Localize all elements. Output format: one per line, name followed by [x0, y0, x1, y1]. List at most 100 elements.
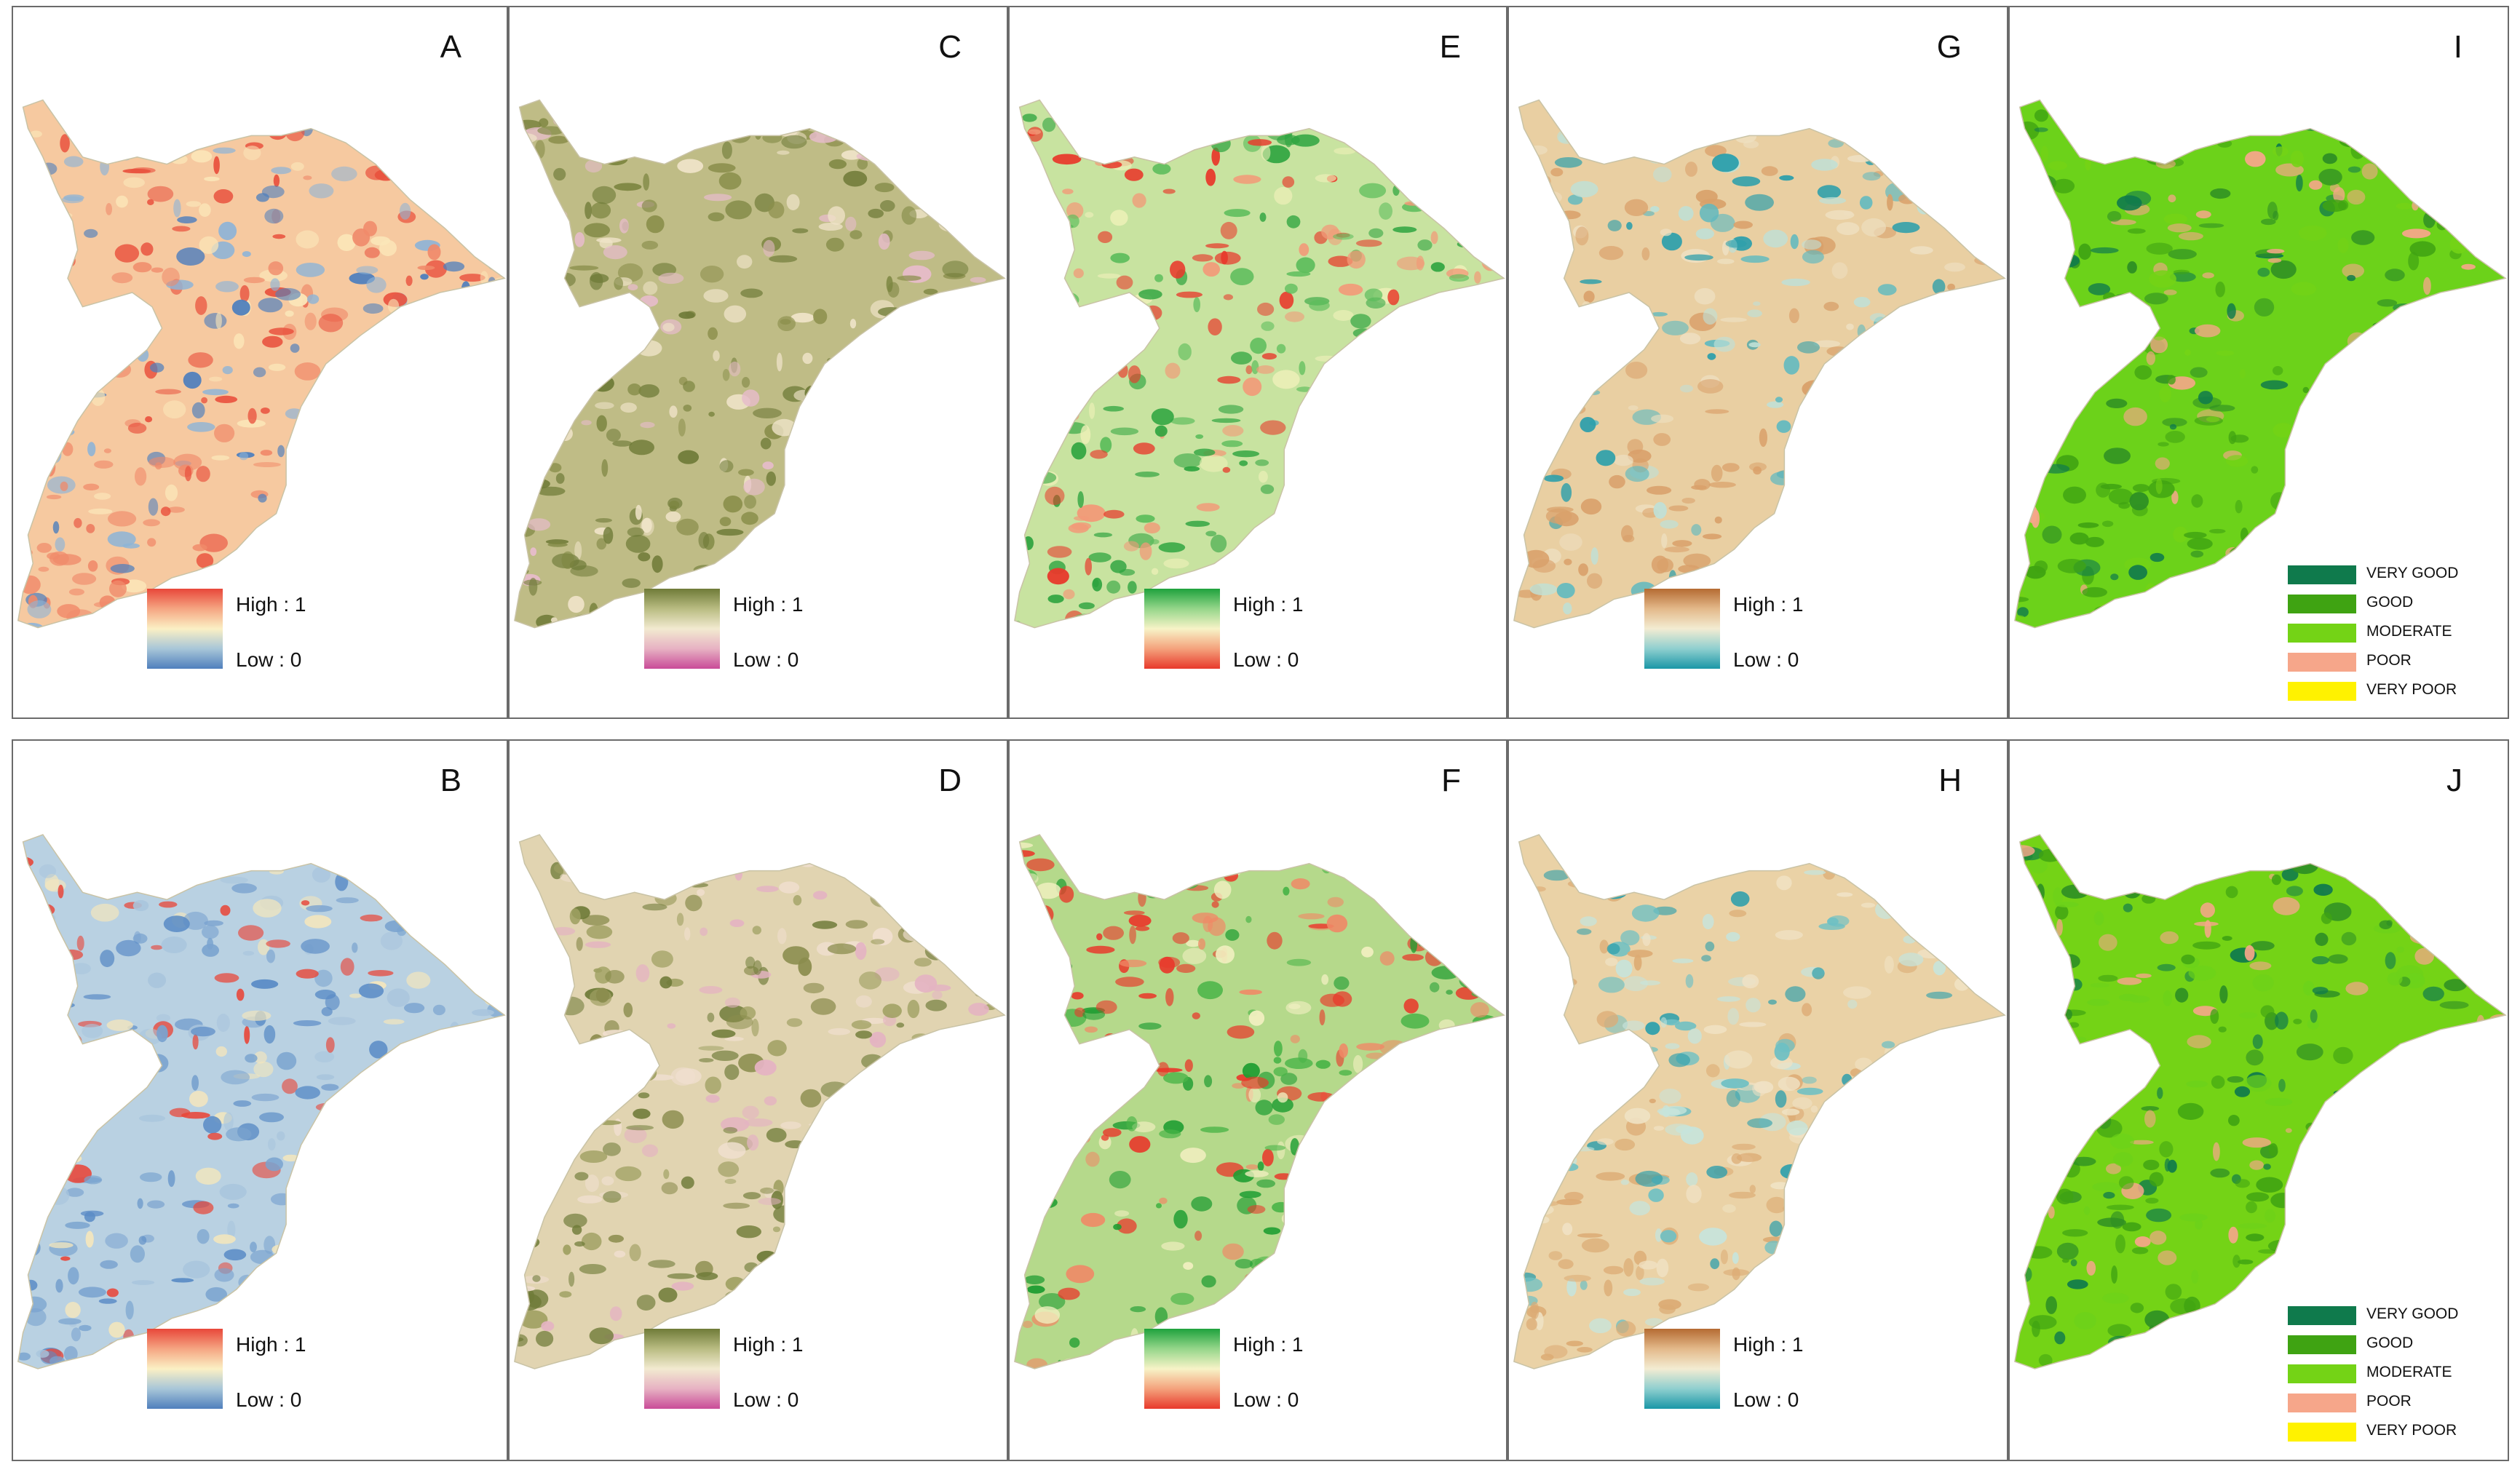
legend-low-label: Low : 0	[1733, 648, 1799, 671]
legend-high-label: High : 1	[1733, 1333, 1804, 1356]
map-e	[1014, 99, 1505, 629]
map-panel-b: B High : 1 Low : 0	[12, 739, 508, 1461]
gradient-legend: High : 1 Low : 0	[1644, 589, 1834, 676]
map-outline	[17, 99, 506, 629]
legend-item: VERY GOOD	[2288, 1304, 2492, 1327]
map-outline	[1014, 834, 1505, 1369]
legend-high-label: High : 1	[1233, 593, 1304, 616]
legend-low-label: Low : 0	[1233, 648, 1299, 671]
panel-label: J	[2446, 763, 2462, 798]
panel-label: H	[1938, 763, 1962, 798]
map-panel-c: C High : 1 Low : 0	[508, 6, 1008, 719]
gradient-swatch	[1144, 1329, 1220, 1409]
panel-label: B	[440, 763, 461, 798]
legend-class-label: VERY POOR	[2366, 1422, 2457, 1439]
map-outline	[2014, 99, 2507, 629]
legend-item: VERY POOR	[2288, 1420, 2492, 1444]
gradient-swatch	[644, 589, 720, 669]
legend-item: POOR	[2288, 1391, 2492, 1415]
map-g	[1513, 99, 2006, 629]
map-panel-f: F High : 1 Low : 0	[1008, 739, 1507, 1461]
legend-low-label: Low : 0	[1233, 1388, 1299, 1411]
panel-label: D	[938, 763, 962, 798]
legend-swatch	[2288, 1423, 2356, 1442]
legend-high-label: High : 1	[733, 1333, 804, 1356]
legend-swatch	[2288, 595, 2356, 613]
map-b	[17, 834, 506, 1369]
panel-label: I	[2453, 29, 2462, 65]
map-f	[1014, 834, 1505, 1369]
map-outline	[1513, 99, 2006, 629]
legend-item: GOOD	[2288, 592, 2492, 616]
legend-low-label: Low : 0	[733, 648, 799, 671]
map-outline	[1513, 834, 2006, 1369]
gradient-swatch	[147, 589, 223, 669]
map-panel-i: I VERY GOOD GOOD MODERATE POOR VERY POOR	[2008, 6, 2509, 719]
map-panel-h: H High : 1 Low : 0	[1507, 739, 2008, 1461]
legend-low-label: Low : 0	[733, 1388, 799, 1411]
gradient-legend: High : 1 Low : 0	[644, 1329, 833, 1416]
gradient-swatch	[147, 1329, 223, 1409]
panel-label: F	[1441, 763, 1461, 798]
class-legend: VERY GOOD GOOD MODERATE POOR VERY POOR	[2288, 1304, 2492, 1450]
map-panel-d: D High : 1 Low : 0	[508, 739, 1008, 1461]
legend-class-label: POOR	[2366, 1393, 2412, 1410]
gradient-legend: High : 1 Low : 0	[1144, 1329, 1334, 1416]
legend-swatch	[2288, 653, 2356, 672]
legend-low-label: Low : 0	[236, 648, 302, 671]
legend-class-label: VERY GOOD	[2366, 565, 2459, 581]
map-outline	[2014, 834, 2507, 1369]
map-a	[17, 99, 506, 629]
gradient-legend: High : 1 Low : 0	[644, 589, 833, 676]
map-panel-j: J VERY GOOD GOOD MODERATE POOR VERY POOR	[2008, 739, 2509, 1461]
panel-label: A	[440, 29, 461, 65]
map-outline	[514, 834, 1006, 1369]
legend-swatch	[2288, 1335, 2356, 1354]
map-outline	[514, 99, 1006, 629]
legend-class-label: MODERATE	[2366, 1364, 2452, 1380]
map-panel-g: G High : 1 Low : 0	[1507, 6, 2008, 719]
map-j	[2014, 834, 2507, 1369]
legend-class-label: POOR	[2366, 652, 2412, 669]
legend-low-label: Low : 0	[1733, 1388, 1799, 1411]
map-outline	[1014, 99, 1505, 629]
legend-item: VERY GOOD	[2288, 563, 2492, 587]
legend-swatch	[2288, 1306, 2356, 1325]
map-h	[1513, 834, 2006, 1369]
legend-item: POOR	[2288, 651, 2492, 674]
panel-label: G	[1936, 29, 1962, 65]
gradient-swatch	[1644, 1329, 1720, 1409]
legend-high-label: High : 1	[236, 1333, 306, 1356]
map-panel-e: E High : 1 Low : 0	[1008, 6, 1507, 719]
map-c	[514, 99, 1006, 629]
legend-class-label: MODERATE	[2366, 623, 2452, 640]
legend-item: MODERATE	[2288, 1362, 2492, 1386]
gradient-swatch	[1644, 589, 1720, 669]
legend-class-label: GOOD	[2366, 594, 2414, 611]
map-panel-a: A High : 1 Low : 0	[12, 6, 508, 719]
legend-item: MODERATE	[2288, 621, 2492, 645]
legend-class-label: VERY POOR	[2366, 681, 2457, 698]
panel-label: E	[1439, 29, 1461, 65]
legend-swatch	[2288, 682, 2356, 701]
gradient-legend: High : 1 Low : 0	[147, 589, 336, 676]
map-i	[2014, 99, 2507, 629]
gradient-swatch	[1144, 589, 1220, 669]
map-outline	[17, 834, 506, 1369]
class-legend: VERY GOOD GOOD MODERATE POOR VERY POOR	[2288, 563, 2492, 709]
panel-label: C	[938, 29, 962, 65]
legend-class-label: GOOD	[2366, 1335, 2414, 1351]
legend-swatch	[2288, 624, 2356, 643]
gradient-legend: High : 1 Low : 0	[147, 1329, 336, 1416]
legend-high-label: High : 1	[1233, 1333, 1304, 1356]
gradient-swatch	[644, 1329, 720, 1409]
gradient-legend: High : 1 Low : 0	[1644, 1329, 1834, 1416]
legend-item: VERY POOR	[2288, 680, 2492, 703]
legend-swatch	[2288, 1364, 2356, 1383]
legend-high-label: High : 1	[733, 593, 804, 616]
legend-swatch	[2288, 1394, 2356, 1412]
legend-low-label: Low : 0	[236, 1388, 302, 1411]
legend-item: GOOD	[2288, 1333, 2492, 1356]
gradient-legend: High : 1 Low : 0	[1144, 589, 1334, 676]
legend-swatch	[2288, 565, 2356, 584]
